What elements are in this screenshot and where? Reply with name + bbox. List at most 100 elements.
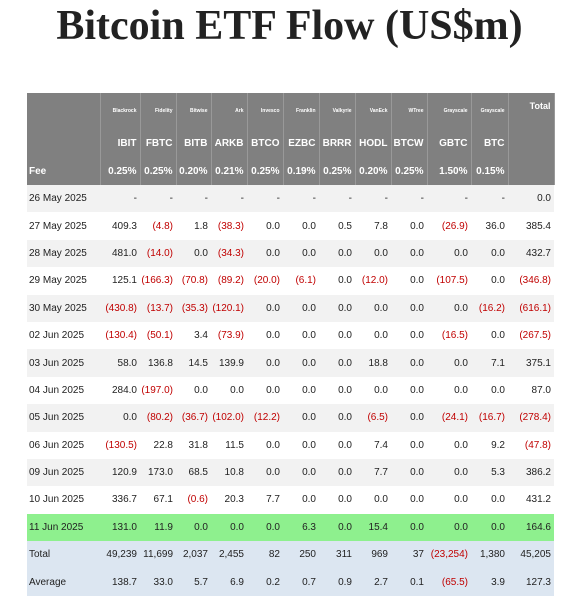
flow-value: 0.0 <box>266 439 280 451</box>
flow-value: 139.9 <box>211 349 247 377</box>
flow-value: 49,239 <box>100 541 140 569</box>
flow-value: 0.0 <box>355 239 391 268</box>
flow-value: 11.9 <box>140 513 176 542</box>
flow-value: 0.0 <box>266 384 280 396</box>
fee: 0.19% <box>283 158 320 185</box>
row-label: 03 Jun 2025 <box>27 349 100 377</box>
flow-value: (197.0) <box>141 384 173 396</box>
data-row: 03 Jun 2025 58.0 136.8 14.5 139.9 0.0 0.0 0.0 18… <box>27 349 554 377</box>
row-total: 386.2 <box>508 458 554 487</box>
fee: 0.25% <box>247 158 284 185</box>
data-row: Total 49,239 11,699 2,037 2,455 82 250 311 969 37… <box>27 541 554 569</box>
flow-value: 7.4 <box>374 439 388 451</box>
row-label: 28 May 2025 <box>27 239 100 268</box>
flow-value: (16.5) <box>441 330 468 342</box>
flow-value: 5.7 <box>176 568 211 596</box>
flow-value: 0.0 <box>427 513 471 542</box>
flow-value: 9.2 <box>491 439 505 451</box>
flow-value: - <box>100 185 140 213</box>
flow-value: - <box>283 185 319 213</box>
flow-value: 131.0 <box>100 513 140 542</box>
flow-value: (24.1) <box>427 404 471 432</box>
row-label: 05 Jun 2025 <box>27 404 100 432</box>
flow-value: 2,455 <box>211 541 247 569</box>
flow-value: (89.2) <box>217 275 244 287</box>
flow-value: 0.0 <box>454 494 468 506</box>
flow-value: 0.0 <box>319 239 355 268</box>
flow-value: 0.0 <box>491 494 505 506</box>
data-row: 29 May 2025 125.1 (166.3) (70.8) (89.2) (20.0… <box>27 267 554 294</box>
flow-value: 120.9 <box>100 458 140 487</box>
data-row: 04 Jun 2025 284.0 (197.0) 0.0 0.0 0.0 0.0 0.0 0.… <box>27 377 554 404</box>
row-label: Average <box>27 568 100 596</box>
flow-value: 0.0 <box>427 239 471 268</box>
flow-value: 11.5 <box>225 439 244 451</box>
flow-value: 7.7 <box>266 494 280 506</box>
row-label: 10 Jun 2025 <box>29 494 85 506</box>
flow-value: 0.0 <box>194 384 208 396</box>
data-row: 26 May 2025- - - - - - - - - - -0.0 <box>27 185 554 213</box>
flow-value: 0.0 <box>302 494 316 506</box>
flow-value: 0.0 <box>391 458 427 487</box>
flow-value: 7.1 <box>471 349 508 377</box>
issuer: WTree <box>391 93 428 128</box>
flow-value: 250 <box>283 541 319 569</box>
flow-value: 173.0 <box>140 458 176 487</box>
flow-value: 1.8 <box>194 220 208 232</box>
flow-value: 0.0 <box>283 294 319 322</box>
fee-row: Fee 0.25% 0.25% 0.20% 0.21% 0.25% 0.19% 0.25% 0.… <box>27 158 555 185</box>
row-label: 11 Jun 2025 <box>27 513 100 542</box>
flow-value: 284.0 <box>111 384 137 396</box>
flow-value: 18.8 <box>355 349 391 377</box>
flow-value: 0.0 <box>391 239 427 268</box>
flow-value: 0.0 <box>283 349 319 377</box>
flow-value: 311 <box>319 541 355 569</box>
flow-value: (70.8) <box>181 275 208 287</box>
flow-value: 67.1 <box>153 494 173 506</box>
row-label: 26 May 2025 <box>27 185 100 213</box>
flow-value: 0.0 <box>491 330 505 342</box>
flow-value: 0.0 <box>471 513 508 542</box>
flow-value: 37 <box>391 541 427 569</box>
flow-value: 0.1 <box>391 568 427 596</box>
flow-value: 0.0 <box>319 404 355 432</box>
issuer-row: Blackrock Fidelity Bitwise Ark Invesco Frankl… <box>27 93 555 128</box>
flow-value: 31.8 <box>188 439 208 451</box>
flow-value: 0.0 <box>410 275 424 287</box>
ticker: FBTC <box>140 128 177 158</box>
issuer: Ark <box>211 93 248 128</box>
flow-value: 0.0 <box>247 239 283 268</box>
flow-value: 0.0 <box>374 494 388 506</box>
flow-value: (16.7) <box>471 404 508 432</box>
flow-value: 125.1 <box>111 275 137 287</box>
flow-value: 969 <box>355 541 391 569</box>
row-total: (47.8) <box>524 439 551 451</box>
flow-value: 0.0 <box>176 239 211 268</box>
empty-cell <box>508 158 555 185</box>
flow-value: 2,037 <box>176 541 211 569</box>
flow-value: 0.0 <box>302 439 316 451</box>
empty-cell <box>508 128 555 158</box>
flow-value: (12.0) <box>361 275 388 287</box>
flow-value: 2.7 <box>355 568 391 596</box>
issuer: Grayscale <box>427 93 472 128</box>
flow-value: (107.5) <box>436 275 468 287</box>
flow-value: 20.3 <box>224 494 244 506</box>
flow-value: 0.5 <box>338 220 352 232</box>
flow-value: (13.7) <box>140 294 176 322</box>
row-total: (346.8) <box>519 275 551 287</box>
fee: 0.15% <box>471 158 509 185</box>
row-total: (267.5) <box>519 330 551 342</box>
flow-value: (0.6) <box>187 494 208 506</box>
issuer: Valkyrie <box>319 93 356 128</box>
flow-value: 0.0 <box>427 458 471 487</box>
flow-value: 0.0 <box>338 494 352 506</box>
fee: 0.20% <box>355 158 392 185</box>
flow-value: (50.1) <box>146 330 173 342</box>
flow-value: 0.0 <box>319 349 355 377</box>
ticker: ARKB <box>211 128 248 158</box>
data-row: 05 Jun 2025 0.0 (80.2) (36.7) (102.0) (12.2) 0… <box>27 404 554 432</box>
flow-value: 0.0 <box>410 439 424 451</box>
row-label: 02 Jun 2025 <box>29 330 85 342</box>
